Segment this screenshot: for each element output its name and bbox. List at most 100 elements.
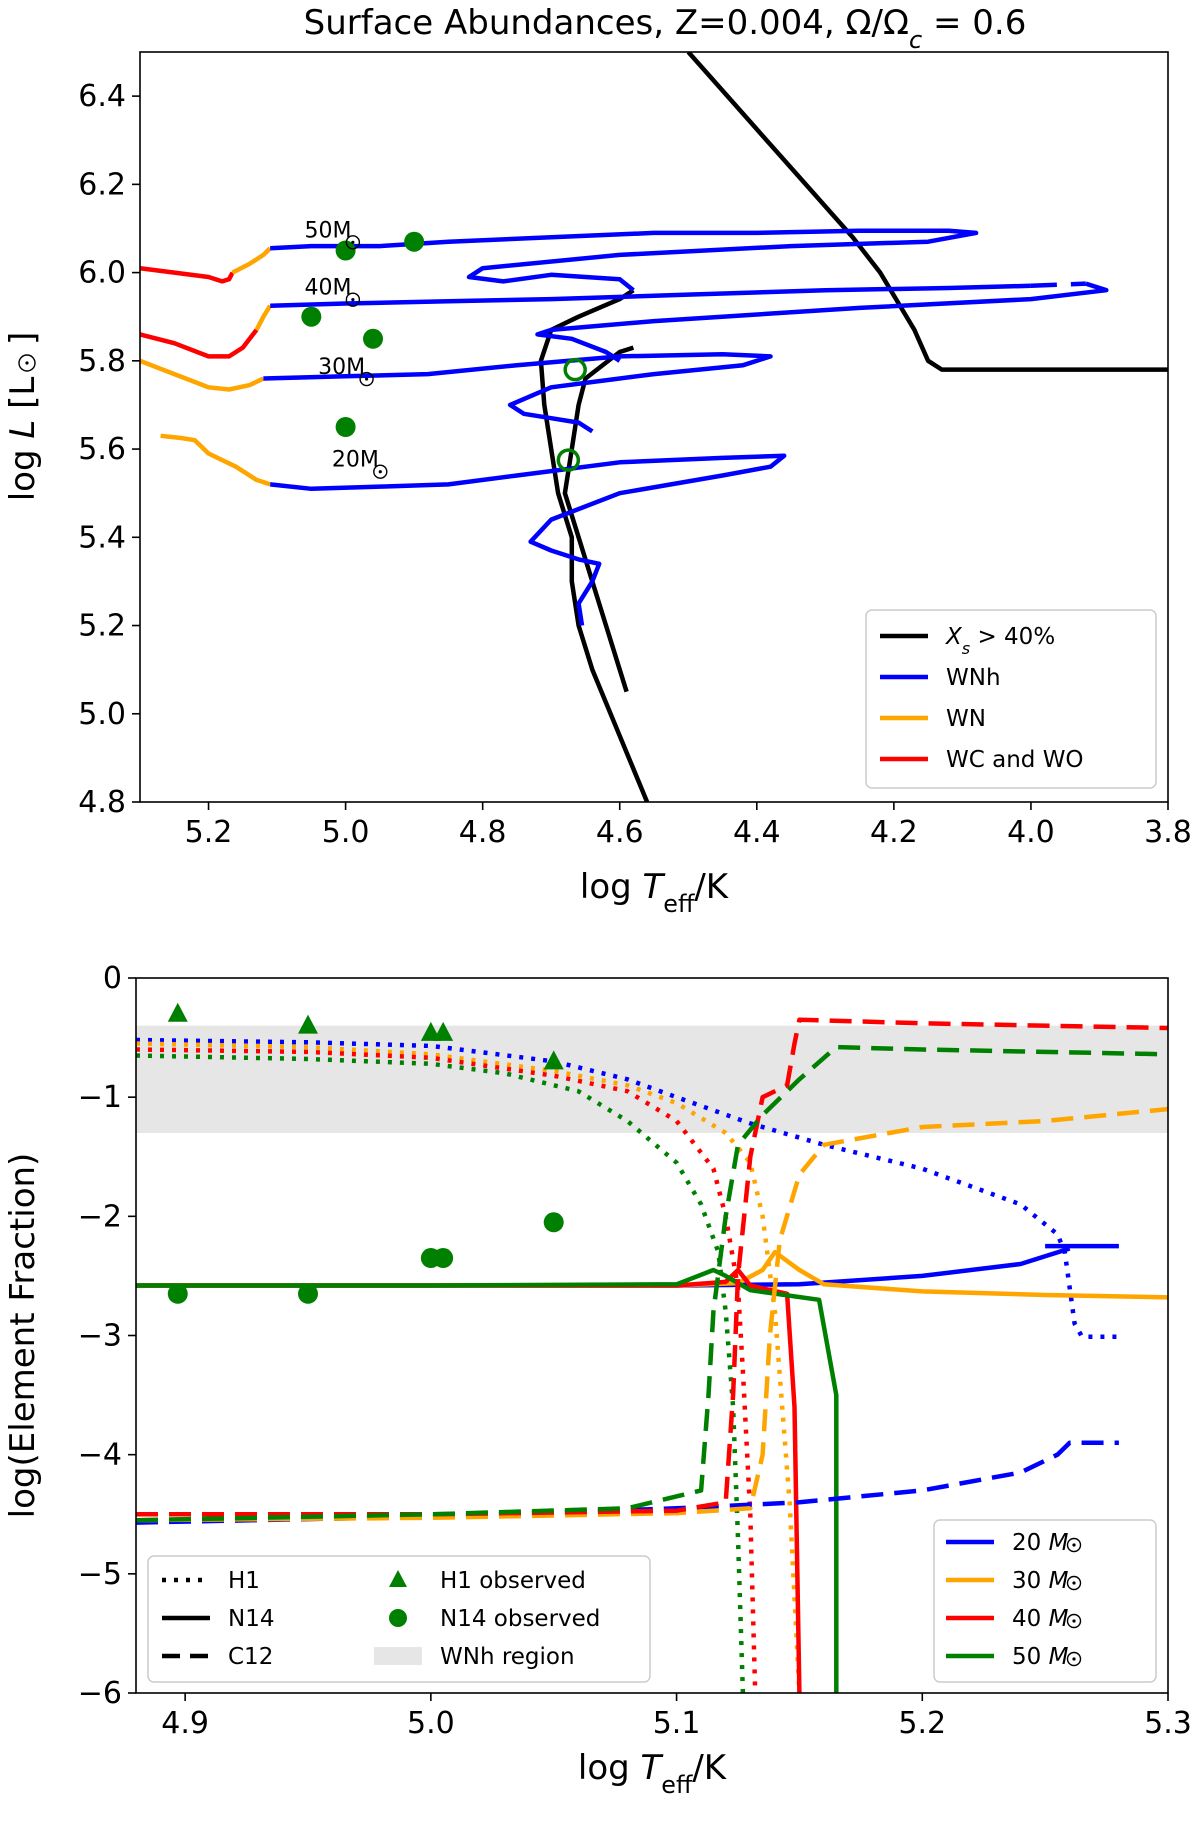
top-ytick-label-1: 5.0 [78,697,126,732]
top-y-axis-label-group: log L [L] [3,332,43,502]
top-ytick-label-2: 5.2 [78,609,126,644]
top-track-40M-seg-1 [254,304,273,331]
bottom-mass-legend-label-0: 20 M [1012,1530,1069,1556]
bottom-axes-frame [135,977,1169,1694]
top-observed-point-5 [563,357,587,382]
top-track-label-sun-1-ring [345,292,361,307]
top-observed-point-4 [335,417,356,437]
bottom-mass-legend-sun-1-ring [1066,1575,1082,1591]
bottom-plot-area [136,1002,1168,1693]
bottom-h1-observed-3 [433,1021,454,1041]
bottom-n14-observed-5 [167,1283,188,1304]
top-x-axis-label: log Teff/K [580,867,730,918]
bottom-mass-legend-sun-1-dot [1072,1581,1076,1585]
top-legend-label-3: WC and WO [946,747,1084,773]
top-track-40M-seg-0 [140,328,259,359]
top-ytick-label-7: 6.2 [78,167,126,202]
top-ytick-label-3: 5.4 [78,520,126,555]
bot-ytick-label-6: 0 [103,961,122,996]
top-ytick-label-0: 4.8 [78,785,126,820]
top-track-20M-seg-0 [160,433,271,487]
top-legend: Xs > 40% WNh WN WC and WO [865,609,1157,789]
top-track-40M-seg-3 [1030,281,1086,289]
top-track-label-sun-3-ring [373,464,388,479]
top-observed-point-2 [301,306,322,327]
bot-xtick-label-1: 5.0 [407,1706,455,1741]
bottom-species-legend-swatch-3 [389,1570,407,1587]
bottom-series-N14-50 [136,1267,839,1693]
bottom-series-C12-20 [136,1440,1119,1525]
bottom-species-legend-label-4: N14 observed [440,1606,600,1632]
bot-ytick-label-1: −5 [78,1557,122,1592]
bottom-series-C12-40 [136,1017,1168,1517]
top-track-label-sun-2-dot [364,377,369,381]
bot-xtick-label-2: 5.1 [653,1706,701,1741]
bot-ytick-label-5: −1 [78,1080,122,1115]
bottom-series-H1-50 [136,1053,746,1693]
bottom-series-N14-30 [136,1249,1168,1300]
top-xtick-label-3: 4.6 [596,815,644,850]
bottom-n14-observed-6 [298,1283,318,1304]
top-y-axis-label-sun-ring [18,354,36,372]
bottom-mass-legend-label-2: 40 M [1012,1606,1069,1632]
bottom-species-legend: H1 N14 C12 H1 observed N14 observed WNh regio… [147,1555,651,1683]
bottom-mass-legend-sun-3 [1066,1651,1082,1667]
bottom-y-axis-label: log(Element Fraction) [3,1153,43,1519]
top-axes-frame [139,51,1169,803]
top-xs-line-0 [538,288,650,802]
bottom-series-H1-40 [136,1047,758,1693]
top-track-30M-seg-0 [140,358,265,392]
bottom-mass-legend: 20 M 30 M 40 M 50 M [933,1519,1157,1683]
top-track-label-3: 20M [332,448,379,473]
top-track-30M-seg-1 [263,351,773,434]
bottom-species-legend-label-3: H1 observed [440,1568,586,1594]
top-ytick-label-5: 5.8 [78,344,126,379]
top-track-label-sun-1-dot [351,298,355,302]
top-xtick-label-6: 4.0 [1007,815,1055,850]
top-track-label-sun-2 [359,371,374,387]
bot-ytick-label-0: −6 [78,1676,122,1711]
bottom-mass-legend-sun-2 [1066,1613,1082,1629]
top-track-40M-seg-2 [270,283,1031,308]
top-xtick-label-4: 4.4 [733,815,781,850]
bottom-series-C12-50 [136,1044,1168,1523]
bottom-h1-observed-0 [167,1002,188,1022]
bottom-mass-legend-box [933,1519,1157,1683]
top-ytick-label-4: 5.6 [78,432,126,467]
top-legend-label-0: Xs > 40% [945,624,1055,658]
top-track-50M-seg-2 [270,228,979,292]
top-track-20M-seg-1 [269,453,787,626]
bottom-mass-legend-label-3: 50 M [1012,1644,1069,1670]
top-track-label-sun-3 [373,464,388,479]
bottom-species-legend-swatch-4 [389,1609,407,1627]
bottom-panel: 4.9 5.0 5.1 5.2 5.3 −6 −5 −4 −3 −2 −1 0 log Teff/K lo… [3,961,1192,1799]
top-xtick-label-5: 4.2 [870,815,918,850]
top-observed-point-0 [335,240,356,261]
bot-ytick-label-3: −3 [78,1319,122,1354]
top-track-label-sun-0-dot [351,240,355,244]
top-ytick-label-6: 6.0 [78,256,126,291]
bottom-species-legend-label-1: N14 [228,1606,274,1632]
top-xtick-label-2: 4.8 [459,815,507,850]
top-xtick-label-7: 3.8 [1144,815,1192,850]
top-y-axis-label-sun-dot [25,361,29,365]
bottom-n14-observed-8 [433,1248,454,1269]
bottom-species-legend-swatch-5 [374,1647,422,1665]
top-track-label-1: 40M [304,276,351,301]
top-xtick-label-1: 5.0 [322,815,370,850]
figure-title: Surface Abundances, Z=0.004, Ω/Ωc = 0.6 [304,3,1027,54]
top-track-label-sun-3-dot [378,470,382,474]
bottom-mass-legend-sun-2-dot [1072,1619,1076,1623]
bottom-mass-legend-sun-0-ring [1066,1537,1082,1553]
bottom-series-N14-20 [136,1246,1071,1288]
top-y-axis-label-sun [18,354,36,372]
bottom-h1-observed-4 [543,1050,564,1070]
bottom-y-axis-label-group: log(Element Fraction) [3,1153,43,1519]
bottom-species-legend-label-2: C12 [228,1644,273,1670]
top-track-label-sun-0 [345,235,361,250]
top-track-50M-seg-1 [231,246,272,275]
bottom-species-legend-label-0: H1 [228,1568,260,1594]
top-ytick-label-8: 6.4 [78,79,126,114]
bottom-mass-legend-sun-1 [1066,1575,1082,1591]
top-track-label-sun-0-ring [345,235,361,250]
